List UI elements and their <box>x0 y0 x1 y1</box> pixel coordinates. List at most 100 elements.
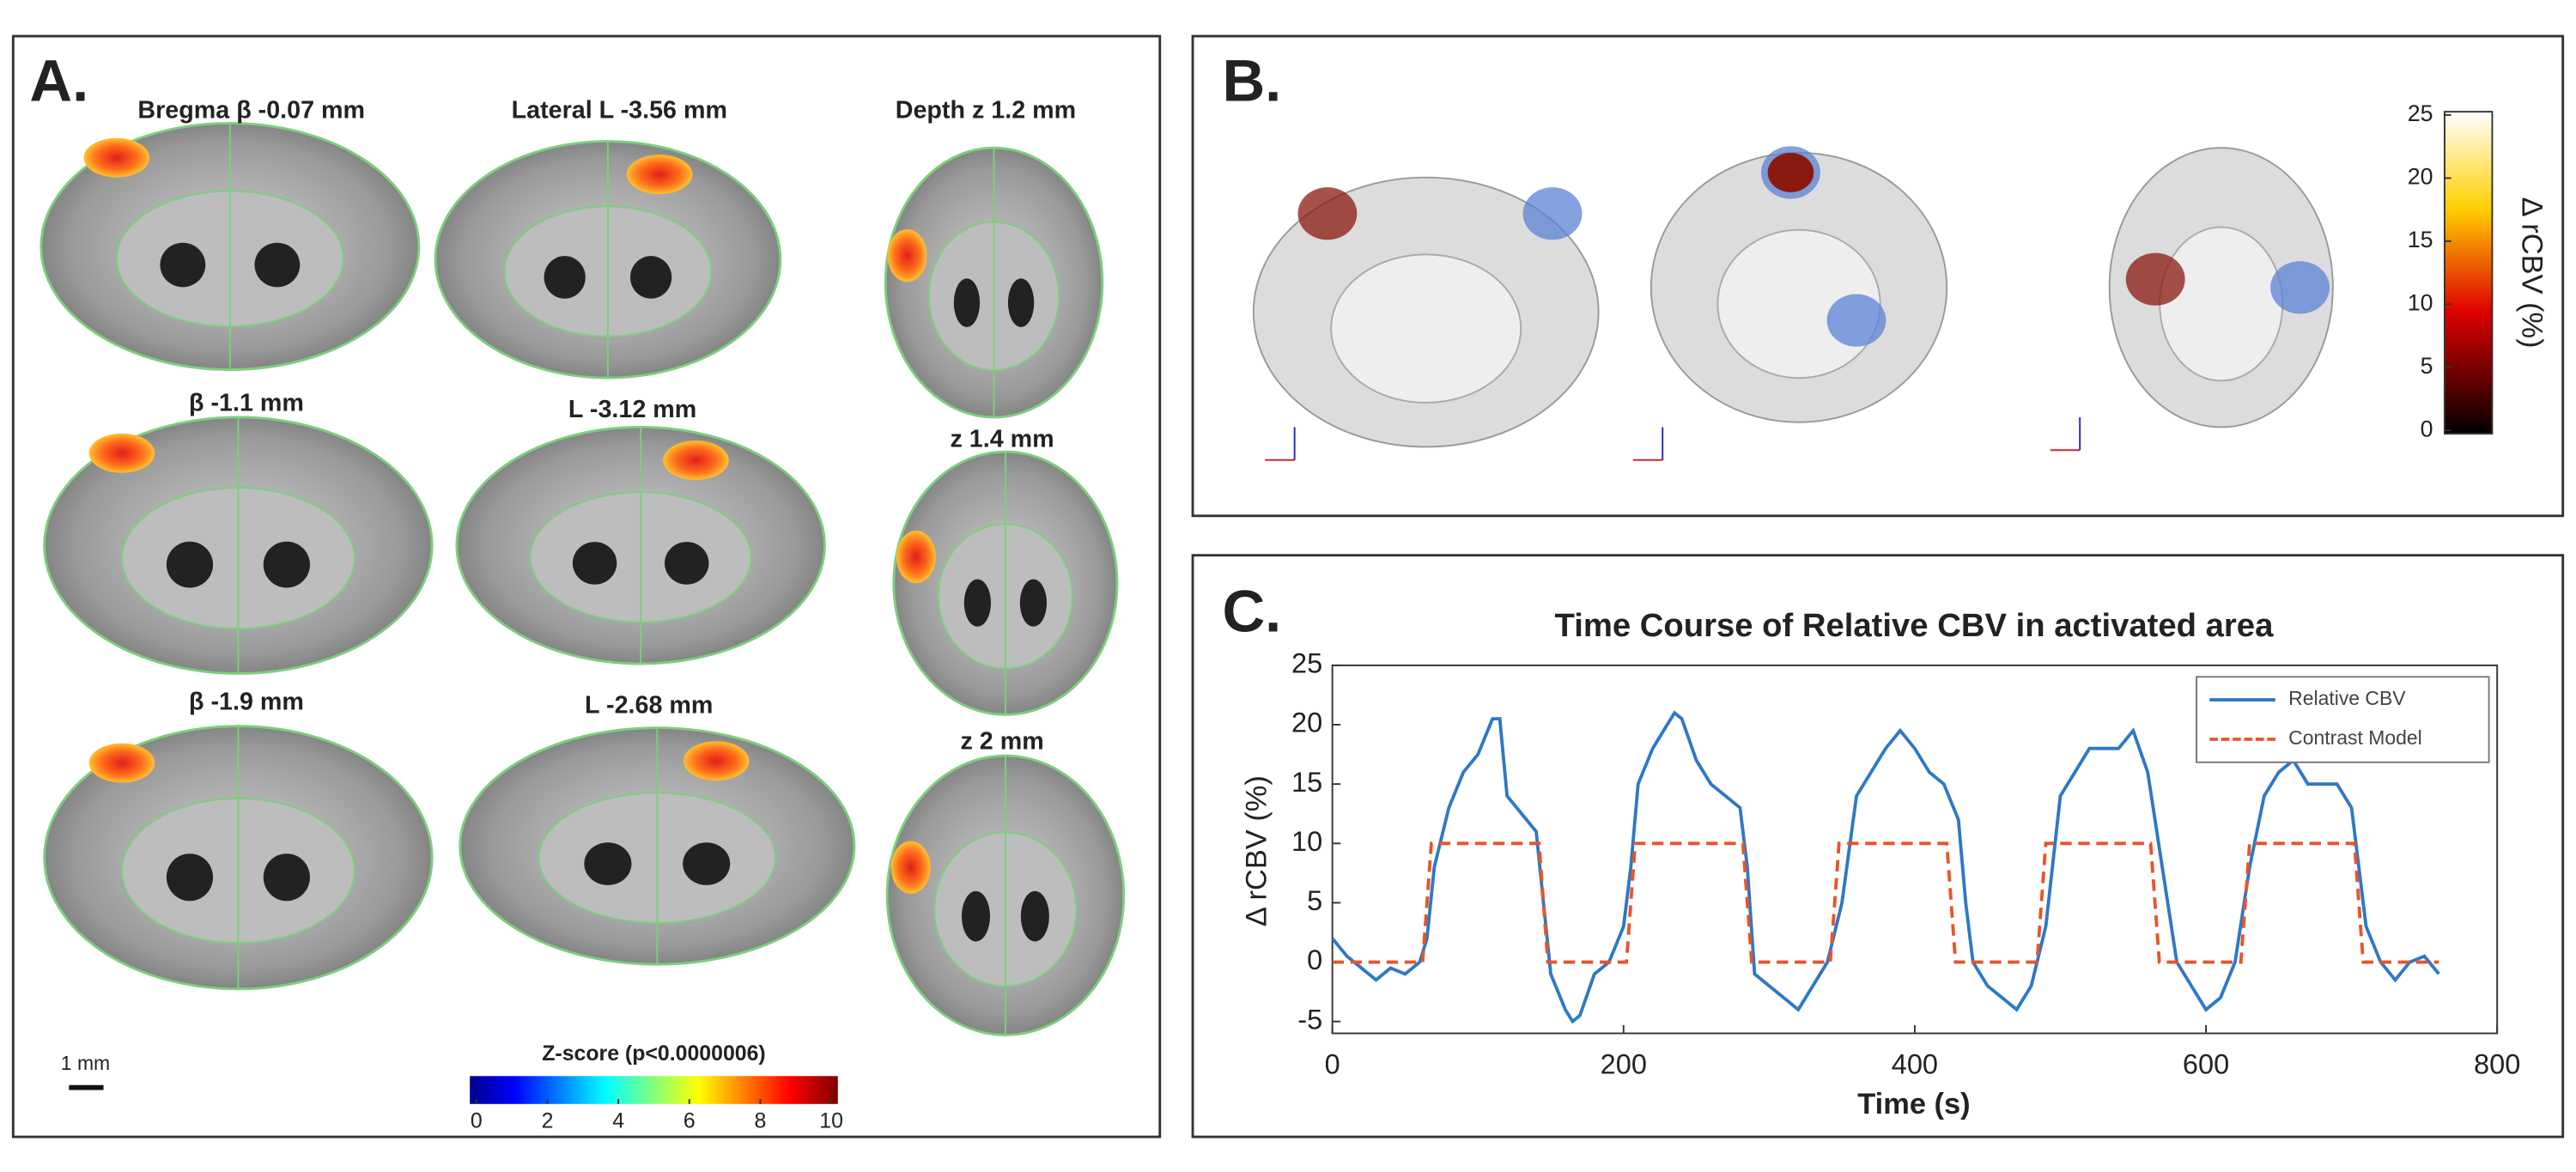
ventricle <box>166 853 214 902</box>
ventricle <box>630 256 672 299</box>
ventricle <box>166 541 214 588</box>
panel-label: B. <box>1222 48 1281 114</box>
activation <box>683 741 750 781</box>
slice-label: z 1.4 mm <box>950 425 1054 452</box>
series-line <box>1331 710 2440 1024</box>
y-tick-label: 25 <box>1291 648 1322 679</box>
colorbar-label: Δ rCBV (%) <box>2515 197 2548 349</box>
brain-slice <box>892 450 1119 716</box>
ventricle <box>683 842 731 885</box>
colorbar <box>2443 111 2494 435</box>
y-tick-label: 15 <box>1291 767 1322 798</box>
activation <box>1767 152 1814 192</box>
brain-slice <box>885 754 1126 1036</box>
brain-slice <box>884 146 1104 419</box>
ventricle <box>953 278 981 327</box>
activation <box>88 743 155 783</box>
activation <box>1297 187 1358 240</box>
ventricle <box>254 242 301 288</box>
ventricle <box>584 842 632 885</box>
y-tick-label: 5 <box>1307 885 1322 916</box>
legend-box <box>2196 676 2490 763</box>
colorbar-tick-label: 25 <box>2408 100 2433 126</box>
slice-label: Bregma β -0.07 mm <box>137 97 365 124</box>
brain-3d-inner <box>2159 226 2284 382</box>
slice-label: Depth z 1.2 mm <box>896 97 1076 124</box>
brain-slice <box>455 426 826 665</box>
colorbar-tick-label: 10 <box>819 1108 843 1133</box>
activation <box>626 155 693 195</box>
activation <box>663 440 729 481</box>
brain-slice <box>43 416 434 675</box>
ventricle <box>544 256 586 299</box>
panel-b-frame <box>1191 34 2565 518</box>
activation <box>2125 252 2185 306</box>
panel-label: C. <box>1222 579 1281 645</box>
ventricle <box>572 542 617 585</box>
scale-bar-label: 1 mm <box>61 1052 110 1074</box>
y-axis-label: Δ rCBV (%) <box>1241 775 1273 926</box>
ventricle <box>263 853 310 902</box>
ventricle <box>963 579 992 627</box>
activation <box>88 433 155 473</box>
x-tick-label: 600 <box>2183 1048 2229 1079</box>
colorbar-tick-label: 4 <box>612 1108 624 1133</box>
panel-c-frame <box>1191 554 2565 1139</box>
colorbar-tick-label: 6 <box>683 1108 696 1133</box>
panel-label: A. <box>29 48 88 114</box>
colorbar-tick-label: 20 <box>2408 163 2433 189</box>
activation <box>887 229 927 282</box>
slice-label: Lateral L -3.56 mm <box>512 97 727 124</box>
legend-label: Relative CBV <box>2288 687 2406 709</box>
chart-title: Time Course of Relative CBV in activated… <box>1555 607 2275 644</box>
y-tick-label: 10 <box>1291 826 1322 857</box>
roi <box>2270 261 2330 314</box>
brain-3d-inner <box>1330 253 1522 404</box>
brain-slices <box>39 122 1126 1036</box>
ventricle <box>665 542 709 585</box>
x-tick-label: 400 <box>1892 1048 1938 1079</box>
activation <box>890 841 931 894</box>
ventricle <box>160 242 206 288</box>
colorbar-tick-label: 0 <box>471 1108 483 1133</box>
brain-slice <box>39 122 421 371</box>
brain-slice <box>459 726 856 966</box>
activation <box>896 531 936 584</box>
ventricle <box>1007 278 1035 327</box>
x-tick-label: 200 <box>1601 1048 1647 1079</box>
x-tick-label: 800 <box>2474 1048 2520 1079</box>
brain-3d-views <box>1252 146 2334 461</box>
ventricle <box>1020 890 1049 942</box>
y-tick-label: 0 <box>1307 944 1322 975</box>
brain-slice <box>434 140 782 380</box>
slice-label: L -3.12 mm <box>568 396 696 423</box>
colorbar-tick-label: 15 <box>2408 227 2433 252</box>
colorbar-tick-label: 5 <box>2421 353 2433 379</box>
colorbar-title: Z-score (p<0.0000006) <box>542 1041 765 1066</box>
ventricle <box>263 541 310 588</box>
colorbar-tick-label: 8 <box>755 1108 767 1133</box>
slice-label: β -1.9 mm <box>189 689 304 716</box>
y-tick-label: 20 <box>1291 707 1322 738</box>
x-tick-label: 0 <box>1325 1048 1340 1079</box>
series-line <box>1332 841 2439 964</box>
roi <box>1826 294 1886 347</box>
ventricle <box>1019 579 1048 627</box>
slice-label: z 2 mm <box>960 727 1043 755</box>
activation <box>83 137 150 178</box>
y-tick-label: -5 <box>1297 1004 1322 1035</box>
colorbar <box>470 1076 838 1104</box>
colorbar-tick-label: 0 <box>2421 416 2433 441</box>
colorbar-tick-label: 2 <box>542 1108 554 1133</box>
legend-label: Contrast Model <box>2288 726 2422 749</box>
panel-a-frame <box>11 34 1162 1139</box>
slice-label: β -1.1 mm <box>189 389 304 416</box>
x-axis-label: Time (s) <box>1857 1088 1970 1120</box>
slice-label: L -2.68 mm <box>585 691 713 719</box>
colorbar-tick-label: 10 <box>2408 289 2433 315</box>
ventricle <box>961 890 991 942</box>
roi <box>1522 187 1583 240</box>
brain-slice <box>43 725 434 991</box>
